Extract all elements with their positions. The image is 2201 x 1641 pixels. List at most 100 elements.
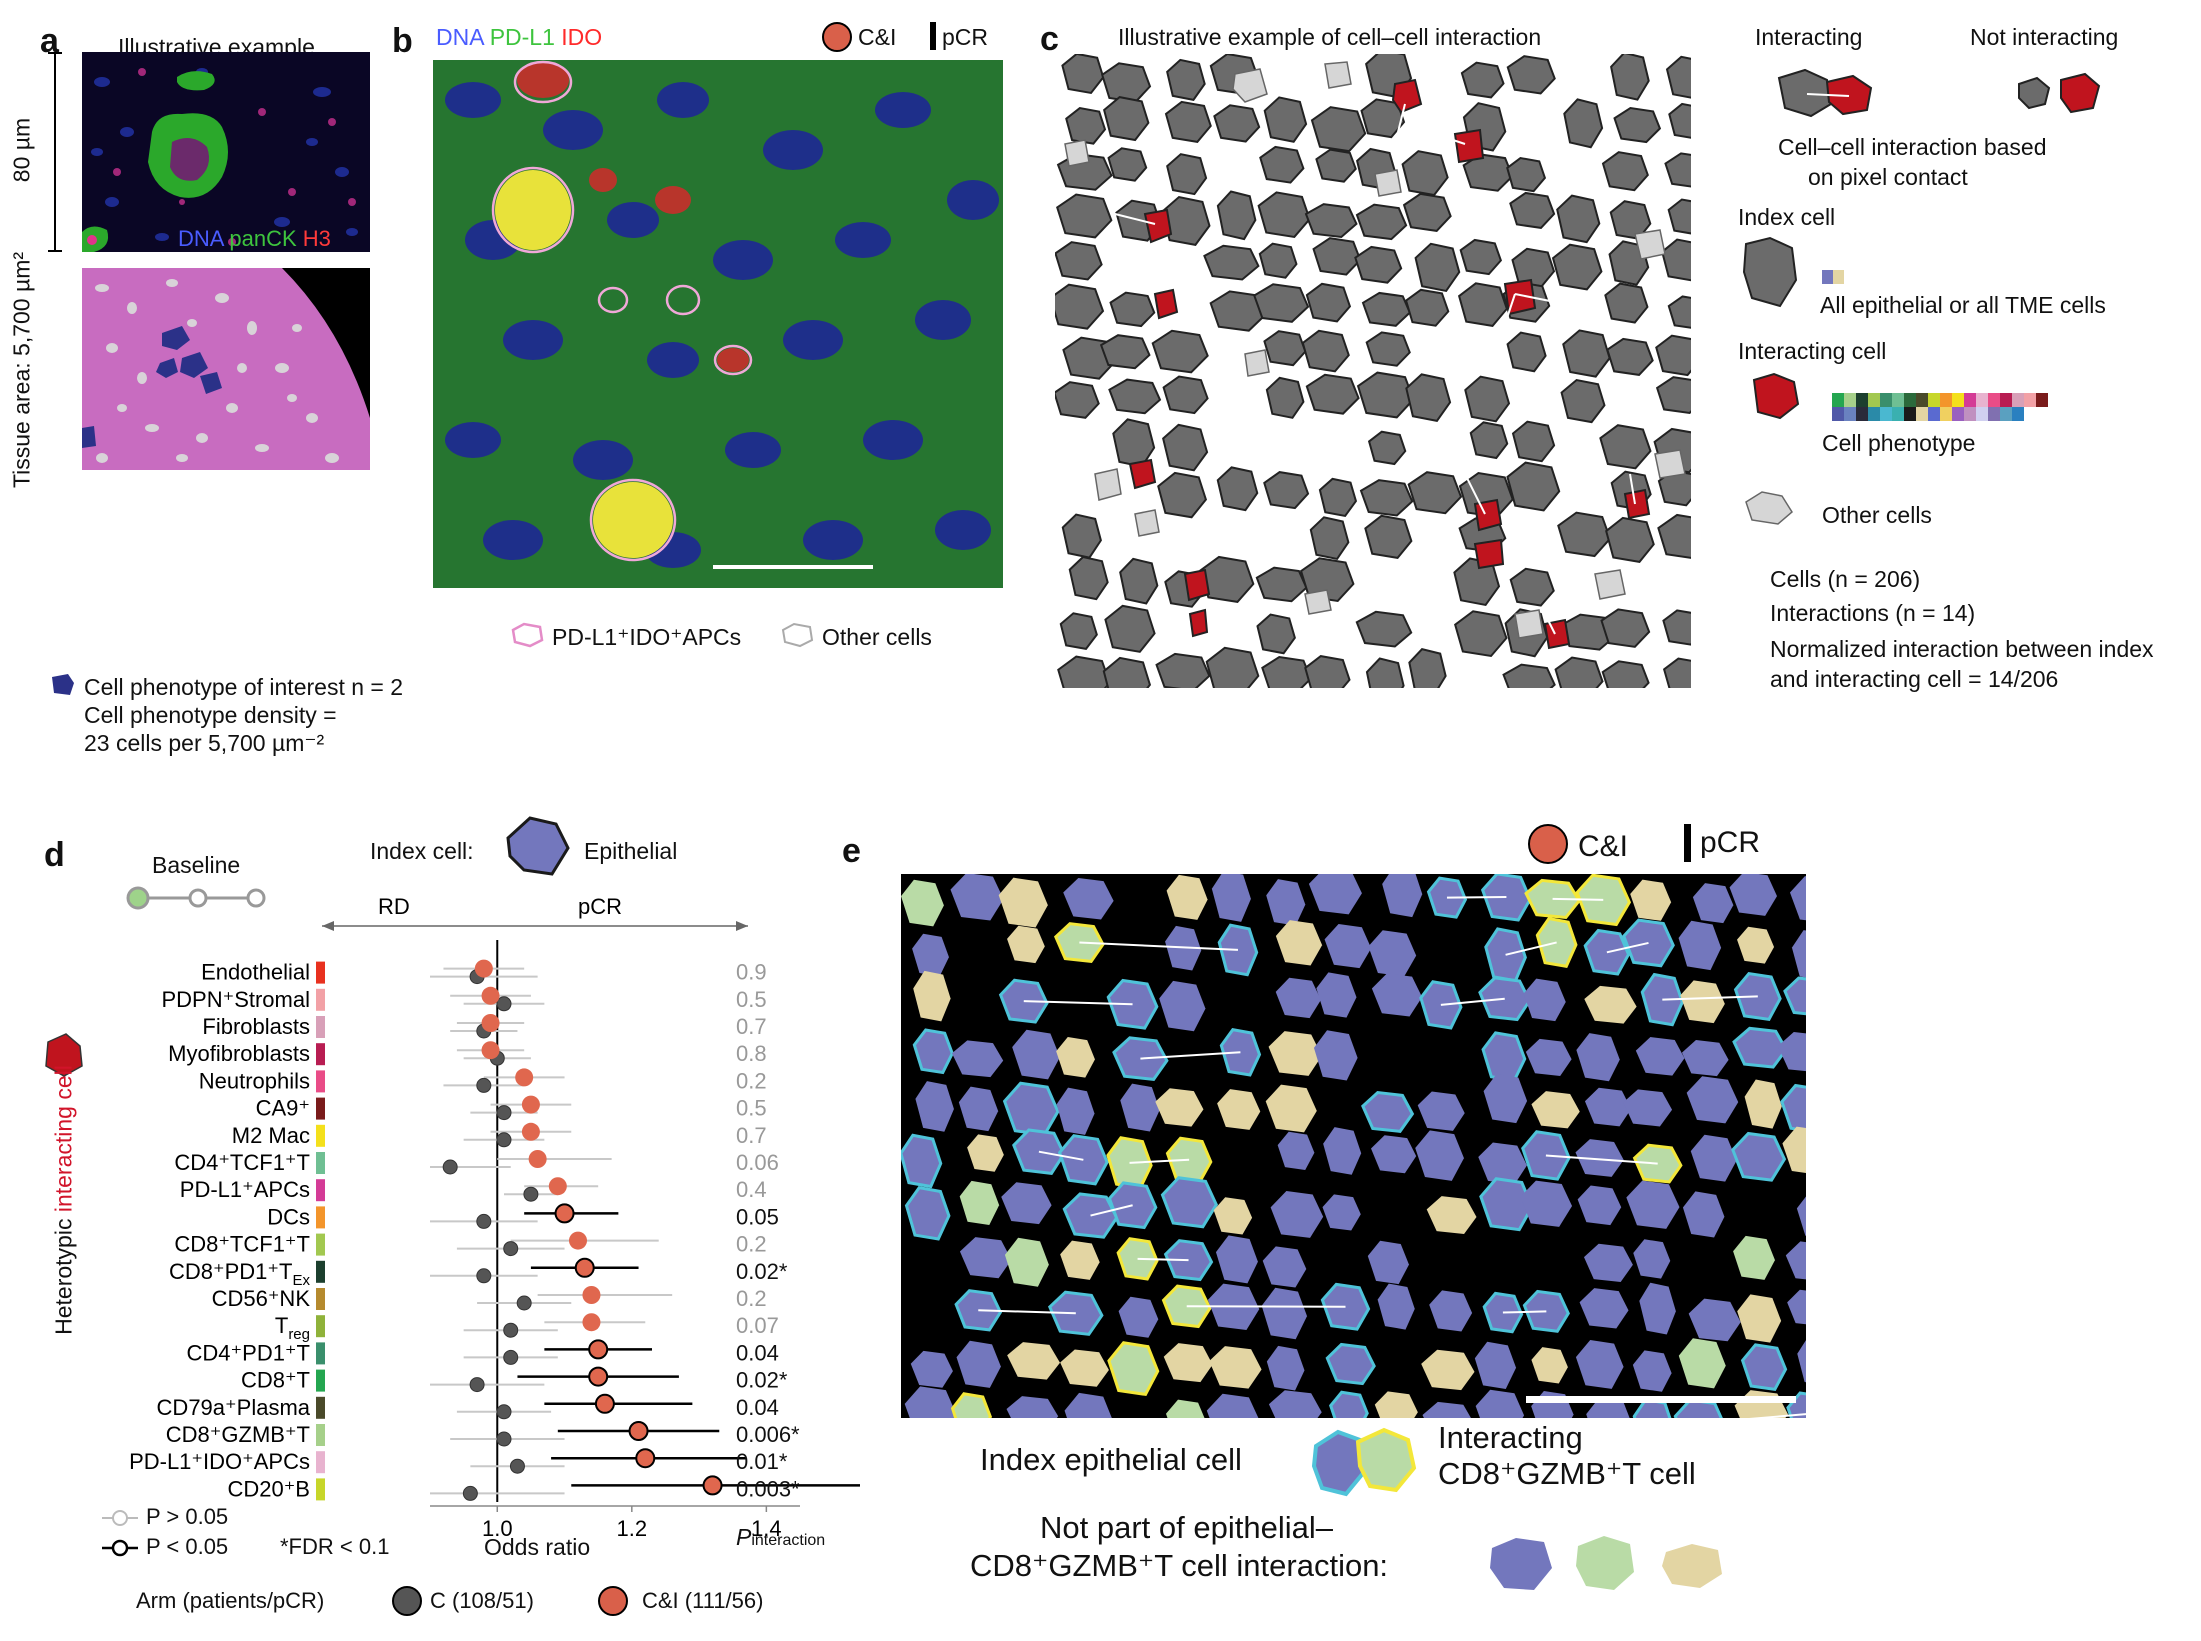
index-cell-shape — [1665, 55, 1691, 99]
c-point — [476, 1213, 492, 1229]
epithelial-cell — [1577, 1185, 1622, 1226]
other-cells-outline-icon — [781, 622, 814, 648]
normalized-text-1: Normalized interaction between index — [1770, 636, 2154, 662]
ci-point — [594, 1393, 615, 1414]
epithelial-cell — [1266, 879, 1306, 926]
index-cell-shape — [1511, 247, 1556, 288]
ci-point — [574, 1257, 595, 1278]
phenotype-color-swatch — [316, 1124, 325, 1147]
legend-other-cells: Other cells — [822, 624, 932, 650]
phenotype-blob-icon — [52, 674, 74, 695]
tme-cell — [998, 877, 1048, 928]
epithelial-interaction-map — [901, 874, 1806, 1418]
index-cell-shape — [1205, 646, 1260, 688]
p-value: 0.5 — [736, 987, 767, 1012]
cell-interaction-map — [1055, 54, 1691, 688]
epithelial-cell — [1215, 1235, 1258, 1284]
index-cell-shape — [1263, 330, 1307, 367]
index-epithelial-cell — [1329, 1390, 1369, 1418]
row-label: CD8⁺PD1⁺TEx — [169, 1259, 310, 1289]
interacting-cd8-cell — [1632, 1143, 1683, 1184]
index-cell-shape — [1606, 337, 1654, 376]
cd8-cell — [1733, 1235, 1775, 1280]
epithelial-cell — [912, 933, 949, 977]
tme-cell — [1265, 1084, 1317, 1133]
panel-e-label: e — [842, 832, 861, 870]
epithelial-cell — [1584, 1087, 1632, 1127]
x-axis-title: Odds ratio — [484, 1534, 591, 1560]
epithelial-cell — [1682, 1191, 1725, 1238]
epithelial-cell — [1729, 874, 1778, 916]
index-epithelial-cell — [912, 1028, 954, 1075]
index-cell-shape — [1061, 54, 1105, 95]
tme-cell — [1630, 879, 1672, 921]
p-value: 0.7 — [736, 1014, 767, 1039]
legend-not-interacting-title: Not interacting — [1970, 24, 2119, 50]
index-cell-shape — [1464, 375, 1511, 423]
epithelial-cell — [1368, 930, 1417, 977]
epithelial-cell — [1367, 1240, 1409, 1285]
p-value: 0.2 — [736, 1068, 767, 1093]
index-cell-shape — [1258, 242, 1298, 279]
index-cell-shape — [1609, 200, 1652, 240]
p-col-title: Pinteraction — [736, 1524, 825, 1551]
epithelial-cell — [1678, 920, 1722, 971]
channel-dna-b: DNA — [436, 24, 484, 50]
phenotype-color-swatch — [316, 1152, 325, 1174]
epithelial-cell — [1791, 930, 1806, 978]
legend-index-epithelial: Index epithelial cell — [980, 1442, 1242, 1477]
row-label: M2 Mac — [232, 1123, 310, 1148]
interacting-cd8-cell — [1161, 1284, 1212, 1329]
index-cell-shape — [1454, 610, 1508, 658]
index-cell-shape — [1166, 58, 1206, 101]
phenotype-color-swatch — [316, 1070, 325, 1093]
scale-bar-cap-top — [48, 52, 62, 54]
c-point — [476, 1077, 492, 1093]
tme-cell — [1737, 926, 1775, 964]
x-tick-label: 1.4 — [751, 1516, 782, 1541]
index-cell-shape — [1261, 655, 1312, 688]
legend-not-part-2: CD8⁺GZMB⁺T cell interaction: — [970, 1548, 1389, 1583]
ci-point — [481, 1041, 500, 1060]
ci-point — [528, 1150, 547, 1168]
index-cell-shape — [1161, 195, 1211, 246]
ci-point — [635, 1448, 656, 1469]
epithelial-cell — [1797, 1340, 1806, 1383]
index-cell-shape — [1668, 102, 1691, 139]
index-cell-shape — [1414, 242, 1461, 293]
contact-text-1: Cell–cell interaction based — [1778, 134, 2047, 160]
epithelial-cell — [1277, 1131, 1315, 1170]
index-cell-shape — [1265, 376, 1305, 419]
epithelial-cell — [1262, 1246, 1307, 1288]
tme-cell — [967, 1134, 1004, 1172]
index-cell-shape — [1315, 148, 1357, 183]
panel-e-arm-pcr: pCR — [1700, 826, 1761, 859]
index-cell-shape — [1506, 461, 1561, 512]
index-cell-shape — [1506, 156, 1547, 193]
index-cell-shape — [1057, 655, 1111, 688]
arm-c-label: C (108/51) — [430, 1588, 534, 1613]
epithelial-swatch — [1822, 270, 1833, 284]
p-value: 0.7 — [736, 1123, 767, 1148]
tme-cell — [1426, 1196, 1477, 1235]
epithelial-cell — [1323, 1127, 1362, 1175]
index-cell-shape — [1356, 371, 1415, 419]
p-value: 0.05 — [736, 1204, 779, 1229]
epithelial-cell — [1483, 1073, 1528, 1124]
p-lt-legend: P < 0.05 — [146, 1534, 229, 1559]
other-blob — [1662, 1544, 1722, 1588]
index-epithelial-cell — [954, 1289, 1003, 1332]
index-cell-shape — [1162, 375, 1209, 415]
phenotype-color-swatch — [316, 1097, 325, 1120]
tme-cell — [1744, 1079, 1782, 1129]
p-value: 0.003* — [736, 1476, 800, 1501]
not-part-swatches — [1490, 1536, 1722, 1590]
index-epithelial-cell — [1481, 1031, 1527, 1083]
interaction-line — [1749, 1413, 1806, 1418]
index-epithelial-cell — [1780, 1083, 1806, 1132]
arm-title: Arm (patients/pCR) — [136, 1588, 325, 1613]
index-cell-shape — [1061, 513, 1102, 559]
ci-point — [582, 1286, 601, 1304]
index-cell-shape — [1365, 657, 1405, 688]
ci-point — [582, 1313, 601, 1332]
